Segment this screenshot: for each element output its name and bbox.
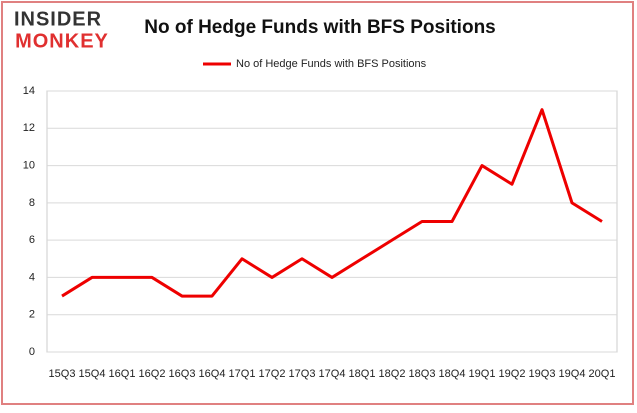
x-tick-label: 17Q4 <box>319 368 346 380</box>
x-tick-label: 17Q3 <box>289 368 316 380</box>
y-tick-label: 0 <box>29 346 35 358</box>
y-tick-label: 8 <box>29 197 35 209</box>
x-tick-label: 18Q2 <box>379 368 406 380</box>
logo-top: INSIDER <box>14 8 102 30</box>
y-tick-label: 14 <box>23 85 35 97</box>
x-tick-label: 19Q4 <box>559 368 586 380</box>
x-tick-label: 17Q2 <box>259 368 286 380</box>
x-tick-label: 18Q1 <box>349 368 376 380</box>
y-tick-label: 4 <box>29 271 35 283</box>
x-tick-label: 19Q3 <box>529 368 556 380</box>
chart-title: No of Hedge Funds with BFS Positions <box>144 17 496 38</box>
x-tick-label: 16Q1 <box>109 368 136 380</box>
x-tick-label: 20Q1 <box>589 368 616 380</box>
logo-bottom: MONKEY <box>15 30 109 52</box>
x-tick-label: 18Q4 <box>439 368 466 380</box>
x-tick-label: 16Q4 <box>199 368 226 380</box>
x-tick-label: 17Q1 <box>229 368 256 380</box>
x-tick-label: 16Q2 <box>139 368 166 380</box>
y-tick-label: 6 <box>29 234 35 246</box>
legend-label: No of Hedge Funds with BFS Positions <box>236 58 427 70</box>
x-tick-label: 15Q4 <box>79 368 106 380</box>
y-tick-label: 2 <box>29 309 35 321</box>
y-tick-label: 12 <box>23 122 35 134</box>
x-tick-label: 18Q3 <box>409 368 436 380</box>
y-tick-label: 10 <box>23 159 35 171</box>
x-tick-label: 19Q1 <box>469 368 496 380</box>
x-tick-label: 15Q3 <box>49 368 76 380</box>
x-tick-label: 19Q2 <box>499 368 526 380</box>
x-tick-label: 16Q3 <box>169 368 196 380</box>
data-line <box>61 108 603 298</box>
